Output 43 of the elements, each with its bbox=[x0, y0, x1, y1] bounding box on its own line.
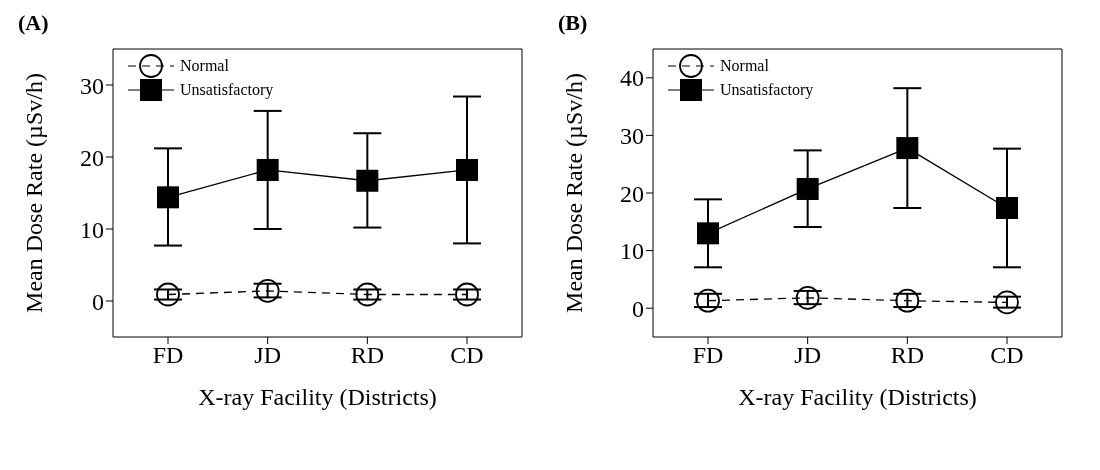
y-tick-label: 40 bbox=[620, 65, 644, 92]
legend-label: Normal bbox=[180, 57, 229, 75]
x-tick-label: JD bbox=[254, 342, 281, 369]
x-axis-title: X-ray Facility (Districts) bbox=[198, 384, 437, 410]
y-tick-label: 10 bbox=[620, 238, 644, 265]
point bbox=[455, 282, 479, 307]
point bbox=[256, 158, 279, 181]
y-tick-label: 30 bbox=[620, 122, 644, 149]
x-axis-title: X-ray Facility (Districts) bbox=[738, 384, 977, 410]
point bbox=[795, 285, 820, 310]
chart-title: (B) bbox=[558, 10, 588, 36]
point bbox=[796, 177, 819, 200]
point bbox=[156, 282, 180, 307]
x-tick-label: CD bbox=[990, 342, 1024, 369]
point bbox=[696, 288, 720, 313]
x-tick-label: RD bbox=[350, 342, 385, 369]
point bbox=[697, 222, 719, 245]
y-tick-label: 20 bbox=[620, 180, 644, 207]
legend-label: Normal bbox=[720, 57, 769, 75]
point bbox=[255, 279, 280, 303]
point bbox=[157, 186, 179, 209]
y-tick-label: 30 bbox=[80, 72, 104, 99]
x-tick-label: JD bbox=[794, 342, 821, 369]
point bbox=[895, 288, 920, 313]
legend-label: Unsatisfactory bbox=[180, 81, 274, 99]
point bbox=[896, 137, 919, 160]
x-tick-label: RD bbox=[890, 342, 925, 369]
point bbox=[996, 196, 1018, 219]
chart-title: (A) bbox=[18, 10, 49, 36]
y-axis-title: Mean Dose Rate (µSv/h) bbox=[560, 73, 587, 313]
legend-label: Unsatisfactory bbox=[720, 81, 814, 99]
x-tick-label: FD bbox=[692, 342, 724, 369]
y-tick-label: 0 bbox=[632, 295, 644, 322]
point bbox=[456, 158, 478, 181]
y-tick-label: 20 bbox=[80, 144, 104, 171]
point bbox=[355, 282, 380, 307]
point bbox=[995, 290, 1019, 315]
y-axis-title: Mean Dose Rate (µSv/h) bbox=[20, 73, 47, 313]
y-tick-label: 0 bbox=[92, 288, 104, 315]
x-tick-label: CD bbox=[450, 342, 484, 369]
y-tick-label: 10 bbox=[80, 216, 104, 243]
x-tick-label: FD bbox=[152, 342, 184, 369]
point bbox=[356, 169, 379, 192]
